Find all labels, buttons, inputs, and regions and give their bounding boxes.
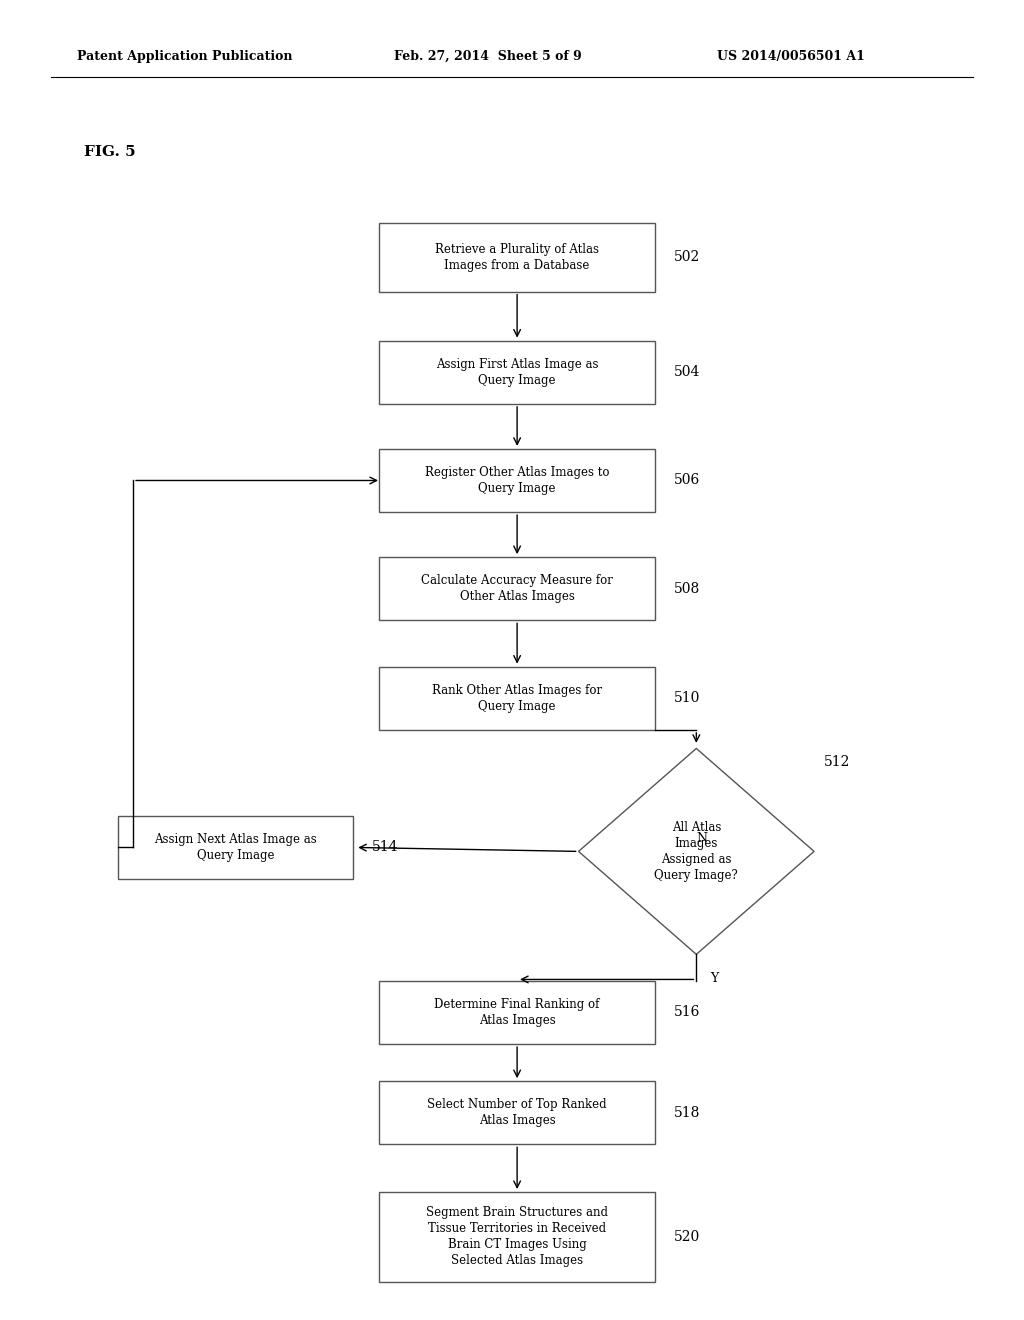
Bar bbox=[379, 557, 655, 620]
Bar bbox=[379, 981, 655, 1044]
Text: 514: 514 bbox=[372, 841, 398, 854]
Text: Feb. 27, 2014  Sheet 5 of 9: Feb. 27, 2014 Sheet 5 of 9 bbox=[394, 50, 582, 63]
Text: Determine Final Ranking of
Atlas Images: Determine Final Ranking of Atlas Images bbox=[434, 998, 600, 1027]
Text: 510: 510 bbox=[674, 692, 700, 705]
Bar bbox=[379, 449, 655, 512]
Bar bbox=[379, 1192, 655, 1282]
Text: Segment Brain Structures and
Tissue Territories in Received
Brain CT Images Usin: Segment Brain Structures and Tissue Terr… bbox=[426, 1206, 608, 1267]
Text: Assign First Atlas Image as
Query Image: Assign First Atlas Image as Query Image bbox=[436, 358, 598, 387]
Text: Assign Next Atlas Image as
Query Image: Assign Next Atlas Image as Query Image bbox=[155, 833, 316, 862]
Bar bbox=[379, 1081, 655, 1144]
Text: 520: 520 bbox=[674, 1230, 700, 1243]
Bar bbox=[379, 667, 655, 730]
Text: Y: Y bbox=[711, 972, 719, 985]
Text: All Atlas
Images
Assigned as
Query Image?: All Atlas Images Assigned as Query Image… bbox=[654, 821, 738, 882]
Text: 504: 504 bbox=[674, 366, 700, 379]
Text: 516: 516 bbox=[674, 1006, 700, 1019]
Text: 518: 518 bbox=[674, 1106, 700, 1119]
Text: Patent Application Publication: Patent Application Publication bbox=[77, 50, 292, 63]
Text: US 2014/0056501 A1: US 2014/0056501 A1 bbox=[717, 50, 864, 63]
Text: Rank Other Atlas Images for
Query Image: Rank Other Atlas Images for Query Image bbox=[432, 684, 602, 713]
Text: 506: 506 bbox=[674, 474, 700, 487]
Bar bbox=[379, 223, 655, 292]
Text: 502: 502 bbox=[674, 251, 700, 264]
Text: 508: 508 bbox=[674, 582, 700, 595]
Bar bbox=[118, 816, 353, 879]
Polygon shape bbox=[579, 748, 814, 954]
Text: Register Other Atlas Images to
Query Image: Register Other Atlas Images to Query Ima… bbox=[425, 466, 609, 495]
Text: N: N bbox=[696, 832, 707, 845]
Text: Select Number of Top Ranked
Atlas Images: Select Number of Top Ranked Atlas Images bbox=[427, 1098, 607, 1127]
Text: 512: 512 bbox=[824, 755, 851, 768]
Text: FIG. 5: FIG. 5 bbox=[84, 145, 135, 158]
Bar bbox=[379, 341, 655, 404]
Text: Retrieve a Plurality of Atlas
Images from a Database: Retrieve a Plurality of Atlas Images fro… bbox=[435, 243, 599, 272]
Text: Calculate Accuracy Measure for
Other Atlas Images: Calculate Accuracy Measure for Other Atl… bbox=[421, 574, 613, 603]
